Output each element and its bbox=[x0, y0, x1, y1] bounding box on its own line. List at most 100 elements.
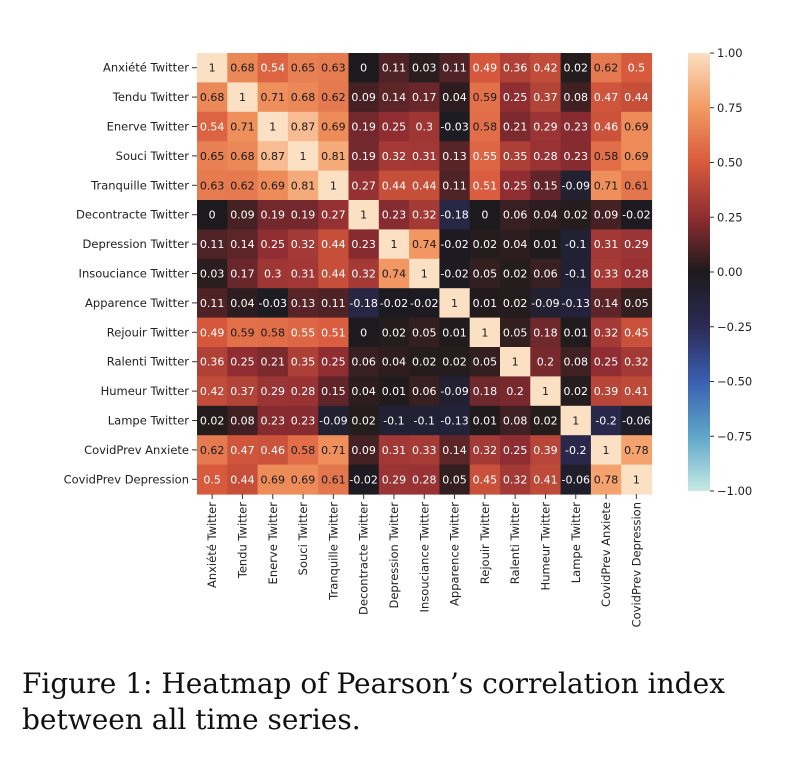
cell-value-label: 1 bbox=[421, 268, 428, 281]
heatmap-cell bbox=[530, 405, 562, 436]
heatmap-cell bbox=[287, 317, 319, 348]
cell-value-label: 0.23 bbox=[564, 150, 589, 163]
cell-value-label: 0 bbox=[360, 62, 367, 75]
heatmap-cell bbox=[530, 111, 562, 142]
cell-value-label: 0.44 bbox=[624, 91, 649, 104]
heatmap-chart: 1 0.68 0.54 0.65 0.63 0 0.11 0.03 0.11 0.49 0.36 0.… bbox=[64, 46, 753, 627]
cell-value-label: 0.25 bbox=[261, 238, 286, 251]
cell-value-label: 0.63 bbox=[200, 179, 225, 192]
cell-value-label: 1 bbox=[300, 150, 307, 163]
cell-value-label: 0.29 bbox=[533, 121, 558, 134]
cell-value-label: 0.59 bbox=[473, 91, 498, 104]
row-label: Anxiété Twitter bbox=[103, 61, 189, 75]
heatmap-cell bbox=[560, 435, 592, 466]
cell-value-label: 0.32 bbox=[412, 209, 437, 222]
heatmap-cell bbox=[590, 376, 622, 407]
cell-value-label: 0.14 bbox=[230, 238, 255, 251]
cell-value-label: 0.61 bbox=[624, 179, 649, 192]
cell-value-label: 0.47 bbox=[230, 444, 255, 457]
cell-value-label: 0.09 bbox=[230, 209, 255, 222]
row-label: Souci Twitter bbox=[116, 149, 190, 163]
column-label: Humeur Twitter bbox=[538, 502, 552, 591]
heatmap-cell bbox=[197, 405, 228, 436]
cell-value-label: 0.03 bbox=[412, 62, 437, 75]
heatmap-cell bbox=[287, 141, 319, 172]
heatmap-cell bbox=[348, 435, 380, 466]
heatmap-cell bbox=[530, 200, 562, 230]
heatmap-cell bbox=[348, 141, 380, 172]
heatmap-cell bbox=[500, 141, 531, 172]
row-label: Tranquille Twitter bbox=[90, 178, 189, 192]
column-label: Depression Twitter bbox=[387, 502, 401, 609]
cell-value-label: 0.49 bbox=[200, 326, 225, 339]
cell-value-label: 0.32 bbox=[351, 268, 376, 281]
cell-value-label: 1 bbox=[512, 356, 519, 369]
heatmap-cell bbox=[590, 288, 622, 319]
cell-value-label: 0.17 bbox=[412, 91, 437, 104]
heatmap-cell bbox=[560, 258, 592, 289]
heatmap-cell bbox=[318, 53, 350, 83]
heatmap-cell bbox=[500, 53, 531, 83]
heatmap-cell bbox=[500, 317, 531, 348]
heatmap-cell bbox=[257, 317, 289, 348]
row-label: Humeur Twitter bbox=[101, 384, 190, 398]
heatmap-cell bbox=[621, 347, 653, 377]
column-labels: Anxiété Twitter Tendu Twitter Enerve Twitt… bbox=[205, 494, 643, 627]
heatmap-cell bbox=[590, 464, 622, 495]
heatmap-cell bbox=[530, 347, 562, 377]
cell-value-label: 0.44 bbox=[321, 268, 346, 281]
cell-value-label: 0.18 bbox=[473, 385, 498, 398]
cell-value-label: 0 bbox=[209, 209, 216, 222]
cell-value-label: 0.46 bbox=[261, 444, 286, 457]
heatmap-cell bbox=[621, 111, 653, 142]
heatmap-cell bbox=[287, 53, 319, 83]
cell-value-label: 0.19 bbox=[291, 209, 316, 222]
heatmap-cell bbox=[318, 200, 350, 230]
cell-value-label: -0.02 bbox=[440, 238, 468, 251]
heatmap-cell bbox=[197, 170, 228, 201]
heatmap-cell bbox=[287, 229, 319, 260]
cell-value-label: 0.25 bbox=[594, 356, 619, 369]
cell-value-label: 0.23 bbox=[261, 415, 286, 428]
heatmap-cell bbox=[469, 376, 501, 407]
heatmap-cell bbox=[500, 82, 531, 113]
heatmap-cell bbox=[378, 141, 410, 172]
heatmap-cell bbox=[197, 317, 228, 348]
cell-value-label: 0.14 bbox=[442, 444, 467, 457]
heatmap-cell bbox=[348, 200, 380, 230]
cell-value-label: 0.29 bbox=[624, 238, 649, 251]
column-label: Rejouir Twitter bbox=[478, 502, 492, 584]
heatmap-cell bbox=[560, 288, 592, 319]
heatmap-cell bbox=[500, 288, 531, 319]
cell-value-label: 0.04 bbox=[533, 209, 558, 222]
heatmap-cell bbox=[318, 141, 350, 172]
column-label: CovidPrev Anxiete bbox=[599, 502, 613, 607]
heatmap-cell bbox=[318, 464, 350, 495]
heatmap-cell bbox=[318, 376, 350, 407]
cell-value-label: 0.28 bbox=[624, 268, 649, 281]
heatmap-cell bbox=[469, 200, 501, 230]
cell-value-label: 0.02 bbox=[473, 238, 498, 251]
cell-value-label: 0.08 bbox=[503, 415, 528, 428]
heatmap-cell bbox=[348, 229, 380, 260]
cell-value-label: 0.69 bbox=[624, 121, 649, 134]
heatmap-cell bbox=[621, 229, 653, 260]
cell-value-label: 0.62 bbox=[321, 91, 346, 104]
heatmap-cell bbox=[439, 53, 471, 83]
heatmap-cell bbox=[348, 53, 380, 83]
cell-value-label: 0.3 bbox=[264, 268, 282, 281]
cell-value-label: 0.2 bbox=[537, 356, 555, 369]
cell-value-label: -0.02 bbox=[349, 473, 377, 486]
heatmap-cell bbox=[257, 464, 289, 495]
cell-value-label: 0.19 bbox=[351, 121, 376, 134]
cell-value-label: 1 bbox=[239, 91, 246, 104]
heatmap-cell bbox=[439, 288, 471, 319]
heatmap-cell bbox=[469, 82, 501, 113]
heatmap-cell bbox=[287, 82, 319, 113]
cell-value-label: 0 bbox=[360, 326, 367, 339]
cell-value-label: -0.02 bbox=[410, 297, 438, 310]
cell-value-label: 0.41 bbox=[533, 473, 558, 486]
heatmap-cell bbox=[500, 200, 531, 230]
cell-value-label: 1 bbox=[542, 385, 549, 398]
heatmap-cell bbox=[560, 405, 592, 436]
